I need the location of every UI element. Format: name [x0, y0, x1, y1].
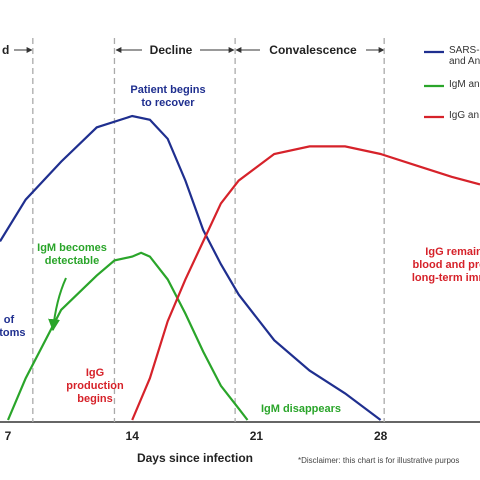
legend-label: IgG an	[449, 110, 480, 121]
series-line	[131, 145, 480, 421]
x-tick-label: 28	[374, 429, 388, 443]
x-axis-label: Days since infection	[137, 451, 253, 465]
phase-label: Convalescence	[269, 43, 357, 57]
legend-label: IgM an	[449, 79, 480, 90]
series-line	[0, 114, 382, 421]
legend-label: SARS-C and An	[449, 45, 480, 67]
annotation: IgM becomes detectable	[37, 242, 107, 267]
phase-label: Decline	[150, 43, 193, 57]
x-tick-label: 7	[5, 429, 12, 443]
annotation: IgG production begins	[66, 367, 124, 405]
annotation: Patient begins to recover	[130, 84, 206, 109]
annotation: IgM disappears	[260, 403, 342, 415]
series-line	[6, 251, 249, 421]
annotation: of ptoms	[0, 314, 26, 339]
annotation: IgG remains i blood and provi long-term …	[411, 246, 480, 284]
disclaimer: *Disclaimer: this chart is for illustrat…	[298, 456, 459, 465]
phase-label: d	[2, 43, 9, 57]
x-tick-label: 21	[250, 429, 264, 443]
x-tick-label: 14	[126, 429, 140, 443]
